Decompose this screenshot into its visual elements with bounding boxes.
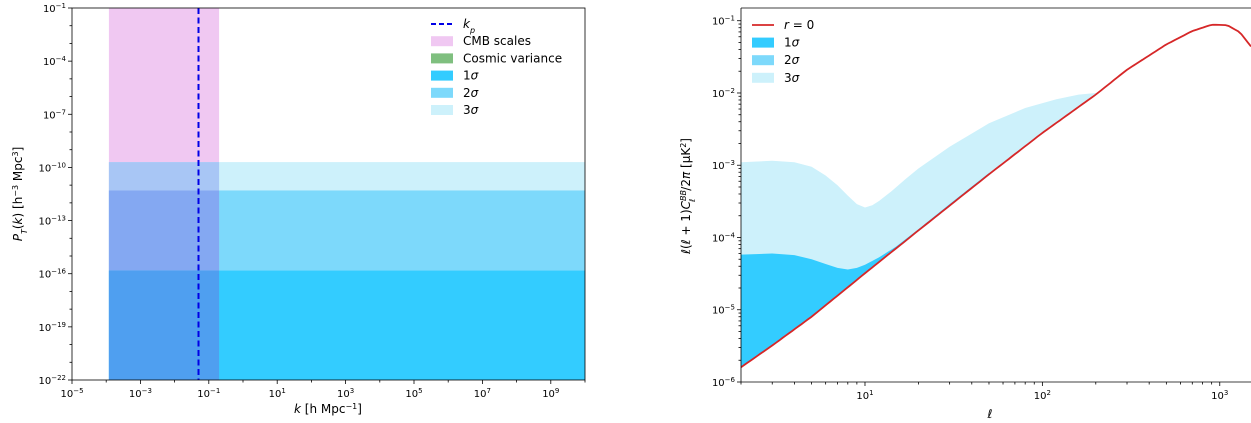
left-legend-item-5: 3σ — [431, 103, 479, 117]
left-legend-label-2: Cosmic variance — [463, 51, 562, 65]
left-legend-swatch-3 — [431, 70, 453, 81]
right-x-tick-label: 102 — [1034, 389, 1051, 402]
left-legend-swatch-5 — [431, 105, 453, 115]
left-legend-item-2: Cosmic variance — [431, 51, 562, 65]
right-legend-label-0: r = 0 — [784, 18, 814, 32]
left-legend-label-5: 3σ — [463, 103, 479, 117]
left-legend-item-3: 1σ — [431, 69, 479, 83]
right-y-tick-label: 10−3 — [712, 159, 735, 172]
left-y-tick-label: 10−1 — [43, 2, 66, 15]
right-legend-item-0: r = 0 — [752, 18, 814, 32]
right-legend-swatch-1 — [752, 37, 774, 48]
right-y-tick-label: 10−6 — [712, 376, 736, 389]
left-legend-item-1: CMB scales — [431, 34, 531, 48]
left-x-tick-label: 101 — [269, 387, 286, 400]
right-x-tick-label: 101 — [856, 389, 873, 402]
right-y-tick-label: 10−2 — [712, 87, 735, 100]
right-legend-item-3: 3σ — [752, 71, 800, 85]
left-x-tick-label: 103 — [337, 387, 354, 400]
left-legend-swatch-2 — [431, 53, 453, 64]
left-y-tick-label: 10−13 — [38, 215, 66, 228]
right-panel: 101 102 103 10−6 10−5 10−4 10−3 10−2 10−1 r = 0 1… — [679, 7, 1251, 421]
right-x-axis-label: ℓ — [987, 407, 993, 421]
left-y-tick-label: 10−10 — [38, 161, 66, 174]
left-x-tick-label: 109 — [542, 387, 559, 400]
right-y-tick-label: 10−4 — [712, 231, 736, 244]
cmb-overlap-0 — [108, 162, 220, 191]
left-legend-label-0: kp — [463, 17, 475, 35]
left-x-tick-label: 10−3 — [129, 387, 152, 400]
left-y-tick-label: 10−16 — [38, 268, 66, 281]
right-x-tick-label: 103 — [1211, 389, 1228, 402]
right-legend-swatch-2 — [752, 55, 774, 66]
left-legend-label-4: 2σ — [463, 86, 479, 100]
left-x-tick-label: 10−5 — [60, 387, 83, 400]
right-legend-item-2: 2σ — [752, 53, 800, 67]
left-y-tick-label: 10−19 — [38, 321, 66, 334]
left-legend-swatch-4 — [431, 87, 453, 98]
left-legend-item-0: kp — [431, 17, 475, 35]
left-x-tick-label: 105 — [405, 387, 422, 400]
left-y-tick-label: 10−7 — [43, 108, 66, 121]
right-band-1sigma — [741, 173, 989, 368]
left-y-tick-label: 10−4 — [43, 55, 67, 68]
left-x-tick-label: 107 — [474, 387, 491, 400]
left-axes-frame — [71, 7, 586, 381]
left-legend-item-4: 2σ — [431, 86, 479, 100]
cmb-overlap-1 — [108, 190, 220, 271]
left-x-tick-label: 10−1 — [197, 387, 220, 400]
r0-series-line — [741, 23, 1251, 369]
right-y-tick-label: 10−5 — [712, 304, 735, 317]
right-y-axis-label: ℓ(ℓ + 1)CBBℓ/2π [μK2] — [679, 138, 697, 255]
left-legend-label-1: CMB scales — [463, 34, 531, 48]
right-y-tick-label: 10−1 — [712, 15, 735, 28]
left-panel: 10−5 10−3 10−1 101 103 105 107 109 10−22 10−19 10−… — [11, 2, 586, 416]
right-legend-label-2: 2σ — [784, 53, 800, 67]
left-y-tick-label: 10−22 — [38, 374, 66, 387]
left-x-axis-label: k [h Mpc−1] — [294, 402, 362, 417]
cmb-overlap-2 — [108, 270, 220, 380]
left-legend-label-3: 1σ — [463, 69, 479, 83]
right-legend-item-1: 1σ — [752, 36, 800, 50]
right-legend-swatch-3 — [752, 72, 774, 83]
right-legend-label-3: 3σ — [784, 71, 800, 85]
right-legend-label-1: 1σ — [784, 36, 800, 50]
right-legend: r = 0 1σ 2σ 3σ — [752, 18, 814, 85]
left-y-axis-label: PT(k) [h−3 Mpc3] — [11, 147, 29, 242]
left-legend-swatch-1 — [431, 36, 453, 47]
